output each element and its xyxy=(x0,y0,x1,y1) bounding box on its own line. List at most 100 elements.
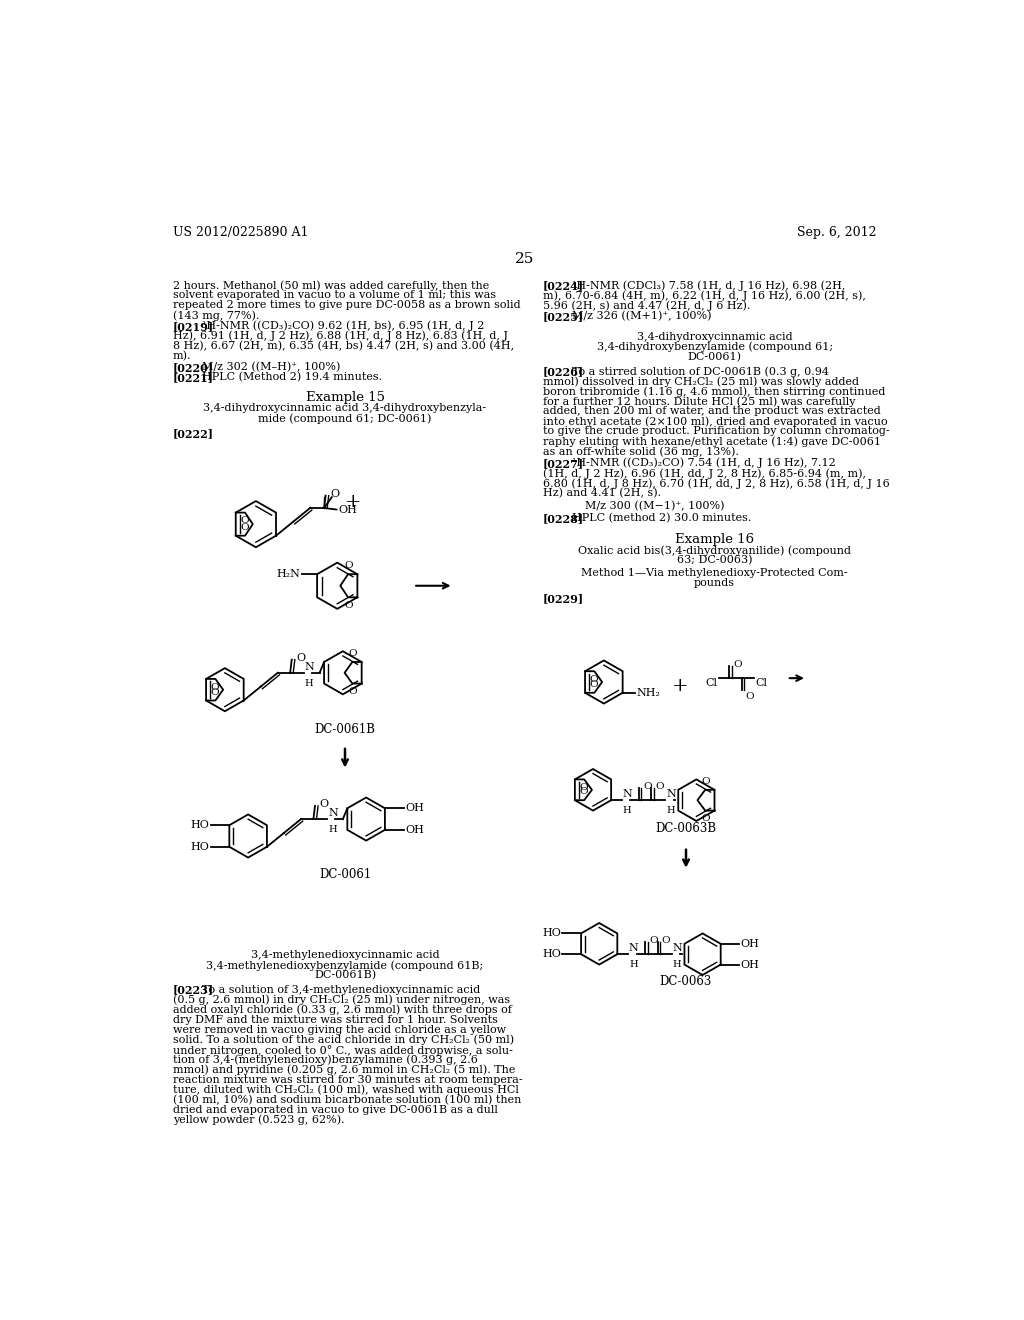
Text: OH: OH xyxy=(740,939,760,949)
Text: 5.96 (2H, s) and 4.47 (2H, d, J 6 Hz).: 5.96 (2H, s) and 4.47 (2H, d, J 6 Hz). xyxy=(543,300,750,310)
Text: HPLC (Method 2) 19.4 minutes.: HPLC (Method 2) 19.4 minutes. xyxy=(203,372,383,381)
Text: ¹H-NMR (CDCl₃) 7.58 (1H, d, J 16 Hz), 6.98 (2H,: ¹H-NMR (CDCl₃) 7.58 (1H, d, J 16 Hz), 6.… xyxy=(572,280,846,290)
Text: [0228]: [0228] xyxy=(543,513,584,524)
Text: (1H, d, J 2 Hz), 6.96 (1H, dd, J 2, 8 Hz), 6.85-6.94 (m, m),: (1H, d, J 2 Hz), 6.96 (1H, dd, J 2, 8 Hz… xyxy=(543,469,865,479)
Text: Hz) and 4.41 (2H, s).: Hz) and 4.41 (2H, s). xyxy=(543,488,660,499)
Text: O: O xyxy=(240,516,249,525)
Text: [0226]: [0226] xyxy=(543,367,584,378)
Text: O: O xyxy=(240,523,249,532)
Text: O: O xyxy=(655,781,664,791)
Text: +: + xyxy=(672,677,688,694)
Text: [0219]: [0219] xyxy=(173,321,214,331)
Text: Example 16: Example 16 xyxy=(675,533,755,545)
Text: OH: OH xyxy=(338,504,357,515)
Text: (143 mg, 77%).: (143 mg, 77%). xyxy=(173,310,259,321)
Text: [0224]: [0224] xyxy=(543,280,584,292)
Text: N: N xyxy=(667,789,676,800)
Text: [0225]: [0225] xyxy=(543,312,584,322)
Text: N: N xyxy=(305,663,314,672)
Text: H: H xyxy=(305,678,313,688)
Text: under nitrogen, cooled to 0° C., was added dropwise, a solu-: under nitrogen, cooled to 0° C., was add… xyxy=(173,1044,513,1056)
Text: H: H xyxy=(667,807,675,816)
Text: mmol) and pyridine (0.205 g, 2.6 mmol in CH₂Cl₂ (5 ml). The: mmol) and pyridine (0.205 g, 2.6 mmol in… xyxy=(173,1065,515,1076)
Text: +: + xyxy=(345,492,361,511)
Text: Oxalic acid bis(3,4-dihydroxyanilide) (compound: Oxalic acid bis(3,4-dihydroxyanilide) (c… xyxy=(579,545,851,556)
Text: 3,4-dihydroxybenzylamide (compound 61;: 3,4-dihydroxybenzylamide (compound 61; xyxy=(597,342,833,352)
Text: to give the crude product. Purification by column chromatog-: to give the crude product. Purification … xyxy=(543,426,889,437)
Text: added, then 200 ml of water, and the product was extracted: added, then 200 ml of water, and the pro… xyxy=(543,407,881,416)
Text: O: O xyxy=(580,787,588,796)
Text: 3,4-dihydroxycinnamic acid 3,4-dihydroxybenzyla-: 3,4-dihydroxycinnamic acid 3,4-dihydroxy… xyxy=(204,404,486,413)
Text: 63; DC-0063): 63; DC-0063) xyxy=(677,554,753,565)
Text: Cl: Cl xyxy=(756,677,768,688)
Text: O: O xyxy=(589,680,598,689)
Text: ¹H-NMR ((CD₃)₂CO) 7.54 (1H, d, J 16 Hz), 7.12: ¹H-NMR ((CD₃)₂CO) 7.54 (1H, d, J 16 Hz),… xyxy=(572,458,836,469)
Text: solvent evaporated in vacuo to a volume of 1 ml; this was: solvent evaporated in vacuo to a volume … xyxy=(173,290,496,300)
Text: O: O xyxy=(210,688,219,697)
Text: O: O xyxy=(349,649,357,659)
Text: raphy eluting with hexane/ethyl acetate (1:4) gave DC-0061: raphy eluting with hexane/ethyl acetate … xyxy=(543,437,881,447)
Text: Sep. 6, 2012: Sep. 6, 2012 xyxy=(797,226,877,239)
Text: N: N xyxy=(328,808,338,818)
Text: O: O xyxy=(733,660,742,669)
Text: tion of 3,4-(methylenedioxy)benzylamine (0.393 g, 2.6: tion of 3,4-(methylenedioxy)benzylamine … xyxy=(173,1055,478,1065)
Text: 3,4-dihydroxycinnamic acid: 3,4-dihydroxycinnamic acid xyxy=(637,331,793,342)
Text: DC-0061B): DC-0061B) xyxy=(314,970,376,981)
Text: [0229]: [0229] xyxy=(543,593,584,603)
Text: added oxalyl chloride (0.33 g, 2.6 mmol) with three drops of: added oxalyl chloride (0.33 g, 2.6 mmol)… xyxy=(173,1005,512,1015)
Text: Method 1—Via methylenedioxy-Protected Com-: Method 1—Via methylenedioxy-Protected Co… xyxy=(582,568,848,578)
Text: O: O xyxy=(331,490,339,499)
Text: N: N xyxy=(629,944,639,953)
Text: (0.5 g, 2.6 mmol) in dry CH₂Cl₂ (25 ml) under nitrogen, was: (0.5 g, 2.6 mmol) in dry CH₂Cl₂ (25 ml) … xyxy=(173,995,510,1006)
Text: boron tribromide (1.16 g, 4.6 mmol), then stirring continued: boron tribromide (1.16 g, 4.6 mmol), the… xyxy=(543,387,885,397)
Text: US 2012/0225890 A1: US 2012/0225890 A1 xyxy=(173,226,308,239)
Text: 8 Hz), 6.67 (2H, m), 6.35 (4H, bs) 4.47 (2H, s) and 3.00 (4H,: 8 Hz), 6.67 (2H, m), 6.35 (4H, bs) 4.47 … xyxy=(173,341,514,351)
Text: H: H xyxy=(623,807,632,816)
Text: O: O xyxy=(210,682,219,692)
Text: N: N xyxy=(673,944,682,953)
Text: HO: HO xyxy=(190,820,209,830)
Text: dry DMF and the mixture was stirred for 1 hour. Solvents: dry DMF and the mixture was stirred for … xyxy=(173,1015,498,1024)
Text: O: O xyxy=(662,936,670,945)
Text: m), 6.70-6.84 (4H, m), 6.22 (1H, d, J 16 Hz), 6.00 (2H, s),: m), 6.70-6.84 (4H, m), 6.22 (1H, d, J 16… xyxy=(543,290,865,301)
Text: M/z 326 ((M+1)⁺, 100%): M/z 326 ((M+1)⁺, 100%) xyxy=(572,312,712,321)
Text: DC-0061): DC-0061) xyxy=(688,351,741,362)
Text: Cl: Cl xyxy=(705,677,717,688)
Text: mmol) dissolved in dry CH₂Cl₂ (25 ml) was slowly added: mmol) dissolved in dry CH₂Cl₂ (25 ml) wa… xyxy=(543,376,859,387)
Text: Example 15: Example 15 xyxy=(305,391,384,404)
Text: [0221]: [0221] xyxy=(173,372,214,383)
Text: M/z 302 ((M–H)⁺, 100%): M/z 302 ((M–H)⁺, 100%) xyxy=(203,362,341,372)
Text: O: O xyxy=(589,675,598,684)
Text: were removed in vacuo giving the acid chloride as a yellow: were removed in vacuo giving the acid ch… xyxy=(173,1024,506,1035)
Text: HO: HO xyxy=(542,928,561,939)
Text: To a stirred solution of DC-0061B (0.3 g, 0.94: To a stirred solution of DC-0061B (0.3 g… xyxy=(572,367,829,378)
Text: m).: m). xyxy=(173,351,191,362)
Text: O: O xyxy=(701,777,711,785)
Text: 3,4-methylenedioxybenzylamide (compound 61B;: 3,4-methylenedioxybenzylamide (compound … xyxy=(207,960,483,970)
Text: O: O xyxy=(349,688,357,697)
Text: O: O xyxy=(643,781,651,791)
Text: 2 hours. Methanol (50 ml) was added carefully, then the: 2 hours. Methanol (50 ml) was added care… xyxy=(173,280,489,290)
Text: pounds: pounds xyxy=(694,578,735,587)
Text: H₂N: H₂N xyxy=(276,569,300,579)
Text: [0227]: [0227] xyxy=(543,458,584,469)
Text: ture, diluted with CH₂Cl₂ (100 ml), washed with aqueous HCl: ture, diluted with CH₂Cl₂ (100 ml), wash… xyxy=(173,1085,519,1096)
Text: reaction mixture was stirred for 30 minutes at room tempera-: reaction mixture was stirred for 30 minu… xyxy=(173,1074,522,1085)
Text: HO: HO xyxy=(542,949,561,960)
Text: DC-0061: DC-0061 xyxy=(318,869,371,882)
Text: O: O xyxy=(319,800,329,809)
Text: [0223]: [0223] xyxy=(173,985,214,995)
Text: 6.80 (1H, d, J 8 Hz), 6.70 (1H, dd, J 2, 8 Hz), 6.58 (1H, d, J 16: 6.80 (1H, d, J 8 Hz), 6.70 (1H, dd, J 2,… xyxy=(543,478,890,488)
Text: solid. To a solution of the acid chloride in dry CH₂Cl₂ (50 ml): solid. To a solution of the acid chlorid… xyxy=(173,1035,514,1045)
Text: for a further 12 hours. Dilute HCl (25 ml) was carefully: for a further 12 hours. Dilute HCl (25 m… xyxy=(543,396,855,407)
Text: O: O xyxy=(701,814,711,824)
Text: [0222]: [0222] xyxy=(173,428,214,438)
Text: H: H xyxy=(328,825,337,834)
Text: OH: OH xyxy=(406,825,424,834)
Text: [0220]: [0220] xyxy=(173,362,214,372)
Text: O: O xyxy=(296,653,305,663)
Text: into ethyl acetate (2×100 ml), dried and evaporated in vacuo: into ethyl acetate (2×100 ml), dried and… xyxy=(543,416,887,426)
Text: mide (compound 61; DC-0061): mide (compound 61; DC-0061) xyxy=(258,413,432,424)
Text: M/z 300 ((M−1)⁺, 100%): M/z 300 ((M−1)⁺, 100%) xyxy=(586,502,725,511)
Text: (100 ml, 10%) and sodium bicarbonate solution (100 ml) then: (100 ml, 10%) and sodium bicarbonate sol… xyxy=(173,1094,521,1105)
